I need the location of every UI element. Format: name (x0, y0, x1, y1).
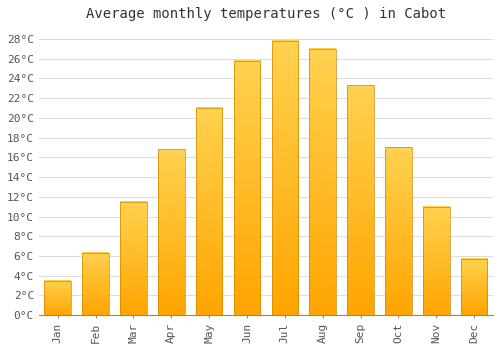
Title: Average monthly temperatures (°C ) in Cabot: Average monthly temperatures (°C ) in Ca… (86, 7, 446, 21)
